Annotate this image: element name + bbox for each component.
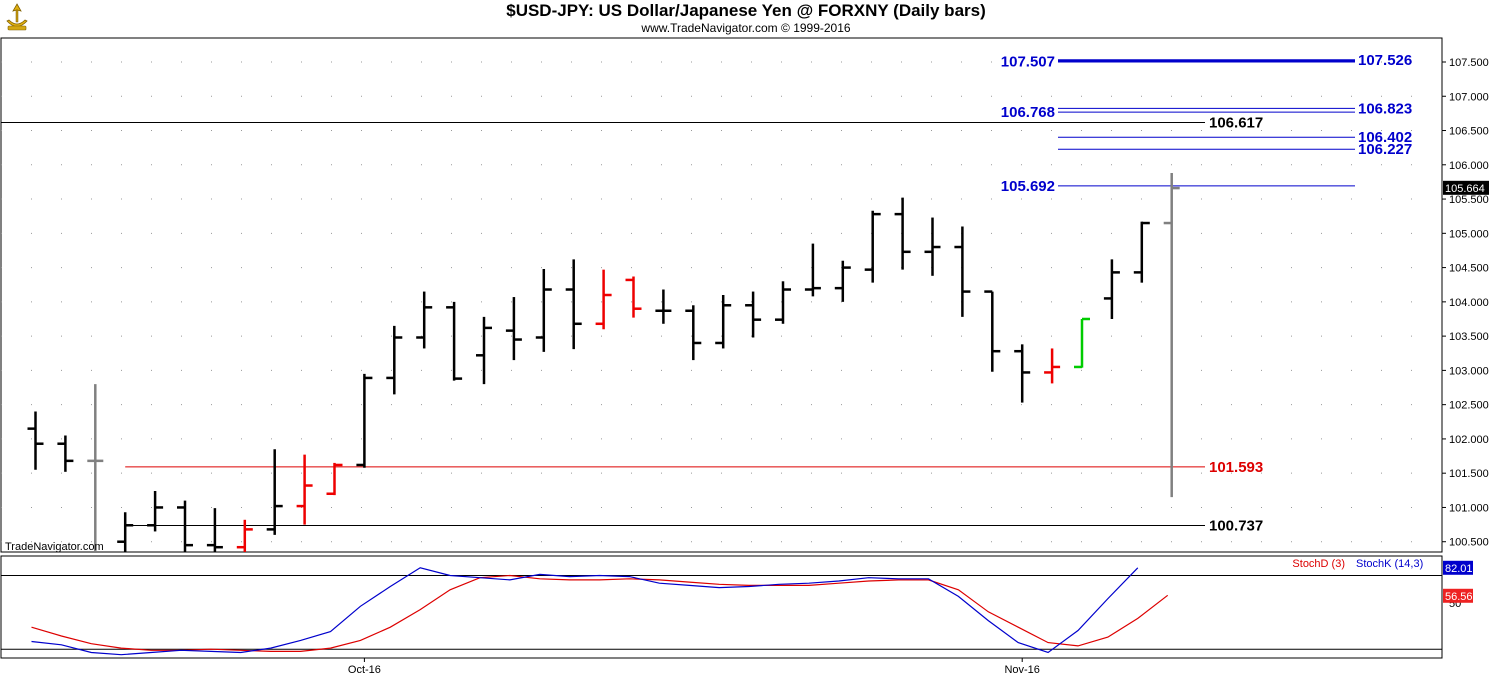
y-tick-label: 105.500 xyxy=(1449,194,1489,206)
y-tick-label: 102.000 xyxy=(1449,434,1489,446)
y-tick-label: 107.000 xyxy=(1449,91,1489,103)
level-label: 106.768 xyxy=(1001,104,1055,121)
watermark: TradeNavigator.com xyxy=(5,541,104,553)
y-tick-label: 105.000 xyxy=(1449,228,1489,240)
level-label: 106.617 xyxy=(1209,115,1263,132)
price-panel-frame xyxy=(0,37,1443,553)
level-label: 107.507 xyxy=(1001,54,1055,71)
stochastic-panel-frame xyxy=(0,555,1443,659)
level-label: 107.526 xyxy=(1358,52,1412,69)
stoch-last-value-badge xyxy=(1443,588,1473,603)
y-tick-label: 101.000 xyxy=(1449,502,1489,514)
y-tick-label: 107.500 xyxy=(1449,57,1489,69)
y-tick-label: 101.500 xyxy=(1449,468,1489,480)
y-tick-label: 106.500 xyxy=(1449,126,1489,138)
stochk-legend: StochK (14,3) xyxy=(1356,558,1423,570)
y-tick-label: 104.500 xyxy=(1449,263,1489,275)
level-label: 105.692 xyxy=(1001,178,1055,195)
y-tick-label: 103.000 xyxy=(1449,365,1489,377)
chart-title: $USD-JPY: US Dollar/Japanese Yen @ FORXN… xyxy=(506,1,986,20)
stoch-last-value-label: 82.01 xyxy=(1445,563,1473,575)
stochd-line xyxy=(31,574,1169,653)
stoch-last-value-label: 56.56 xyxy=(1445,591,1473,603)
stochd-legend: StochD (3) xyxy=(1292,558,1345,570)
level-label: 100.737 xyxy=(1209,517,1263,534)
level-label: 101.593 xyxy=(1209,459,1263,476)
y-tick-label: 100.500 xyxy=(1449,537,1489,549)
x-tick-label: Nov-16 xyxy=(1004,664,1039,676)
y-tick-label: 103.500 xyxy=(1449,331,1489,343)
stochk-line xyxy=(31,567,1139,656)
last-price-label: 105.664 xyxy=(1445,183,1485,195)
y-tick-label: 104.000 xyxy=(1449,297,1489,309)
stoch-last-value-badge xyxy=(1443,560,1473,575)
level-label: 106.823 xyxy=(1358,100,1412,117)
level-label: 106.402 xyxy=(1358,129,1412,146)
y-tick-label: 102.500 xyxy=(1449,400,1489,412)
x-tick-label: Oct-16 xyxy=(348,664,381,676)
trade-navigator-logo-icon xyxy=(6,3,28,31)
chart-subtitle: www.TradeNavigator.com © 1999-2016 xyxy=(641,21,851,35)
last-price-badge xyxy=(1443,180,1489,195)
level-label: 106.227 xyxy=(1358,141,1412,158)
y-tick-label: 106.000 xyxy=(1449,160,1489,172)
